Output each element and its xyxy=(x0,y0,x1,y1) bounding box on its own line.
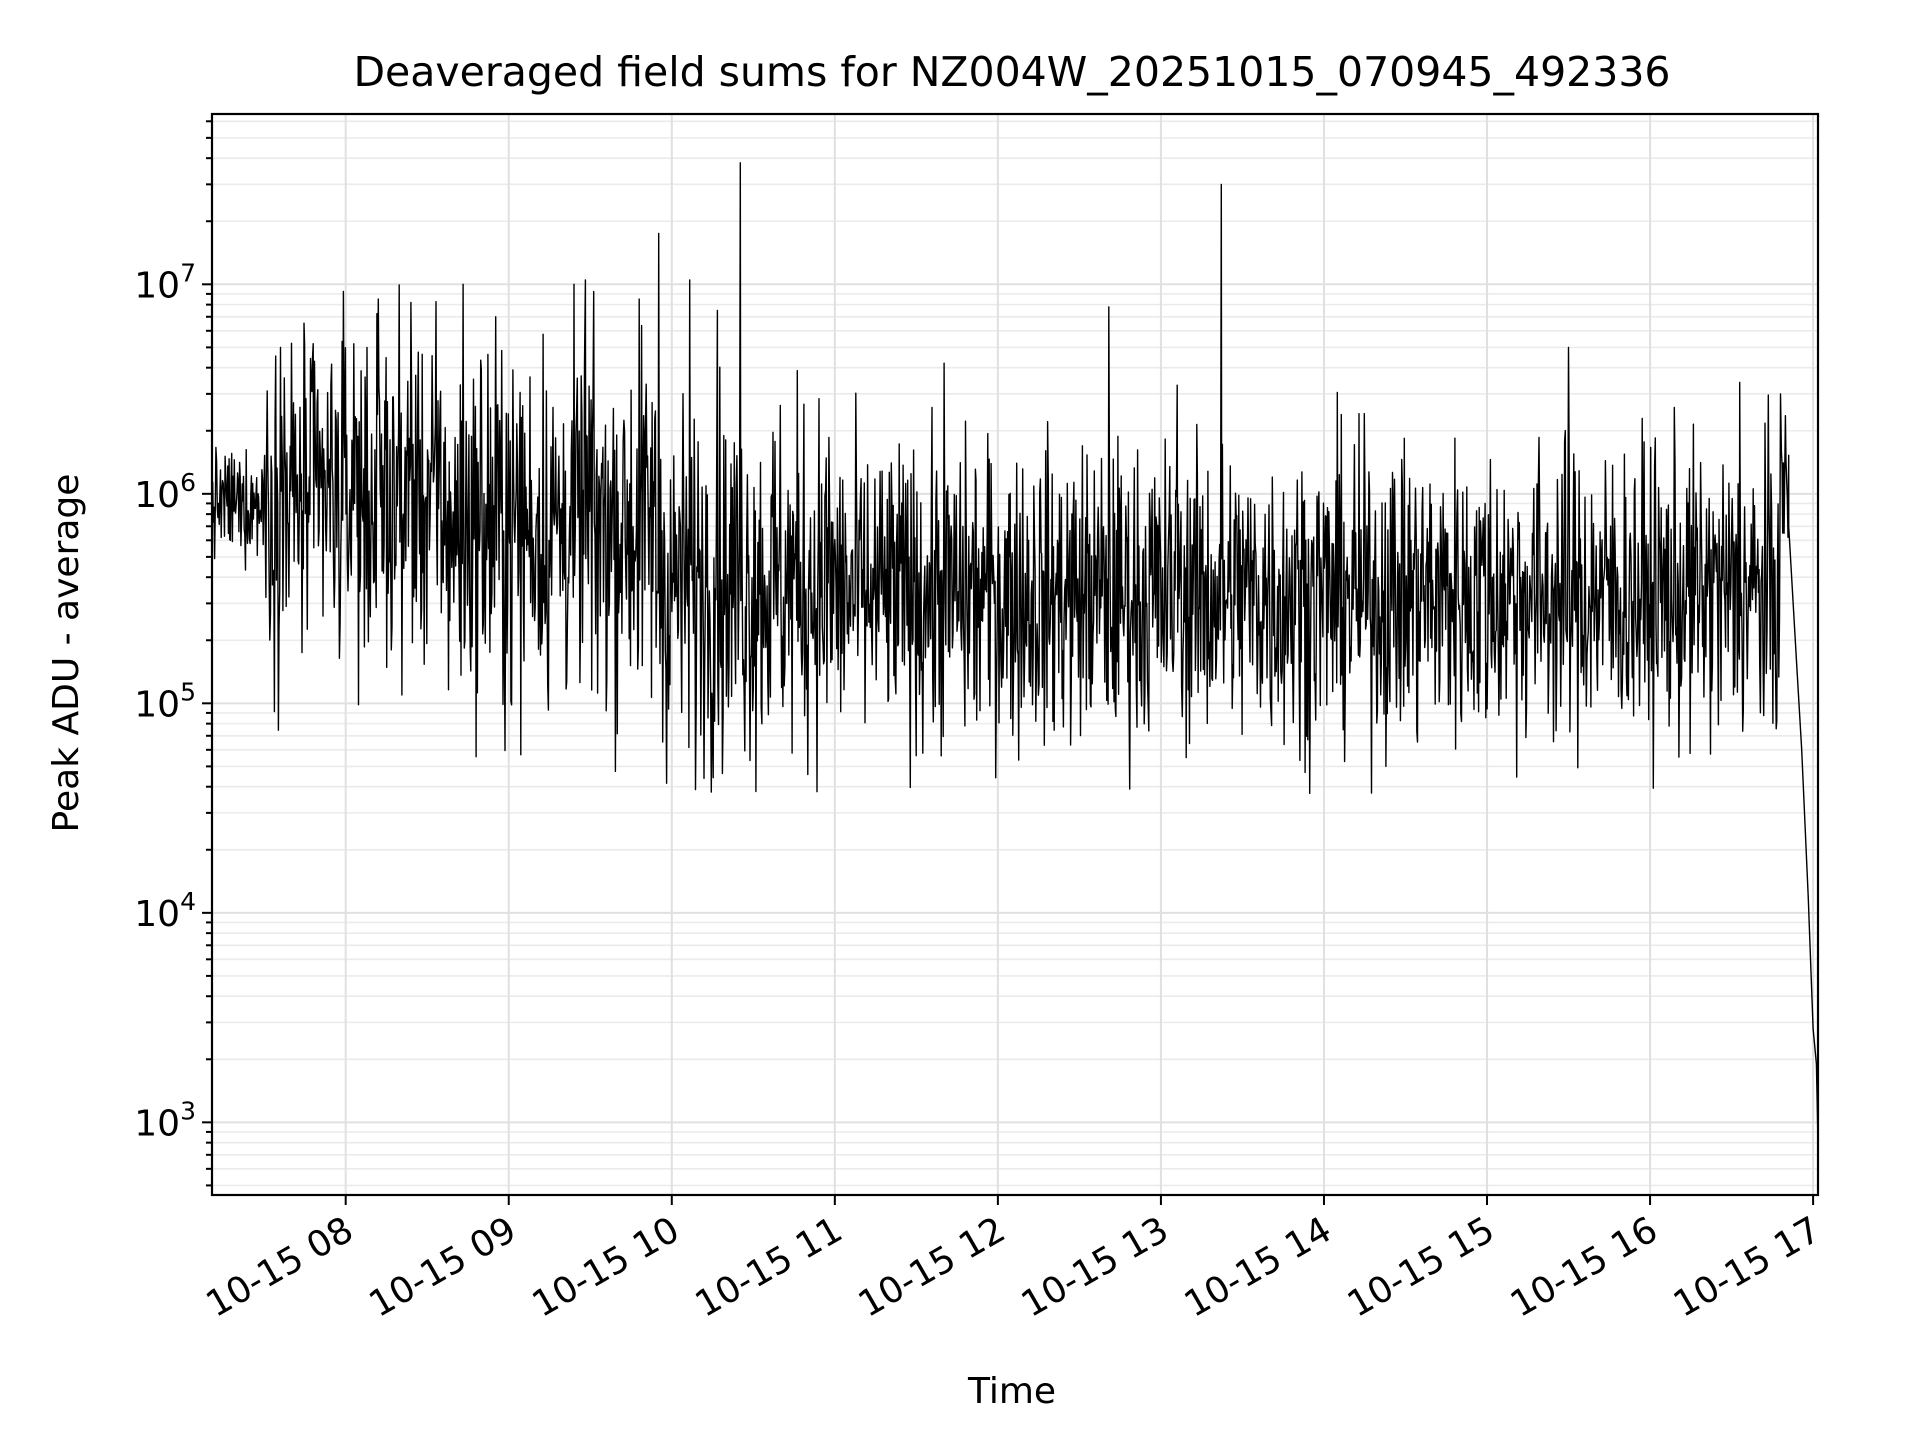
x-tick-label: 10-15 16 xyxy=(1504,1209,1665,1325)
y-tick-label: 107 xyxy=(134,258,196,306)
x-tick-label: 10-15 11 xyxy=(689,1209,850,1325)
y-axis-label: Peak ADU - average xyxy=(46,474,87,833)
x-tick-label: 10-15 14 xyxy=(1178,1209,1339,1325)
y-tick-base: 10 xyxy=(134,475,180,516)
x-tick-label: 10-15 17 xyxy=(1667,1209,1828,1325)
y-tick-label: 105 xyxy=(134,677,196,725)
x-tick-label: 10-15 12 xyxy=(852,1209,1013,1325)
x-tick-label: 10-15 09 xyxy=(363,1209,524,1325)
x-tick-label: 10-15 10 xyxy=(526,1209,687,1325)
y-tick-label: 104 xyxy=(134,887,196,935)
y-tick-exponent: 6 xyxy=(180,468,196,497)
x-tick-label: 10-15 08 xyxy=(200,1209,361,1325)
y-tick-exponent: 7 xyxy=(180,258,196,287)
x-tick-label: 10-15 15 xyxy=(1341,1209,1502,1325)
x-tick-label: 10-15 13 xyxy=(1015,1209,1176,1325)
x-axis-label: Time xyxy=(967,1371,1056,1412)
y-tick-exponent: 4 xyxy=(180,887,196,916)
y-tick-label: 106 xyxy=(134,468,196,516)
y-tick-exponent: 5 xyxy=(180,677,196,706)
y-tick-label: 103 xyxy=(134,1096,196,1144)
y-tick-exponent: 3 xyxy=(180,1096,196,1125)
y-tick-base: 10 xyxy=(134,1103,180,1144)
plot-frame xyxy=(210,112,1820,1197)
axis-ticks xyxy=(202,120,1815,1205)
series-layer xyxy=(212,162,1818,1143)
series-line xyxy=(212,162,1818,1143)
y-tick-base: 10 xyxy=(134,265,180,306)
y-tick-base: 10 xyxy=(134,684,180,725)
x-tick-labels: 10-15 08 10-15 09 10-15 10 10-15 11 10-15 12… xyxy=(200,1209,1828,1325)
y-tick-base: 10 xyxy=(134,894,180,935)
chart-title: Deaveraged field sums for NZ004W_2025101… xyxy=(353,48,1670,96)
